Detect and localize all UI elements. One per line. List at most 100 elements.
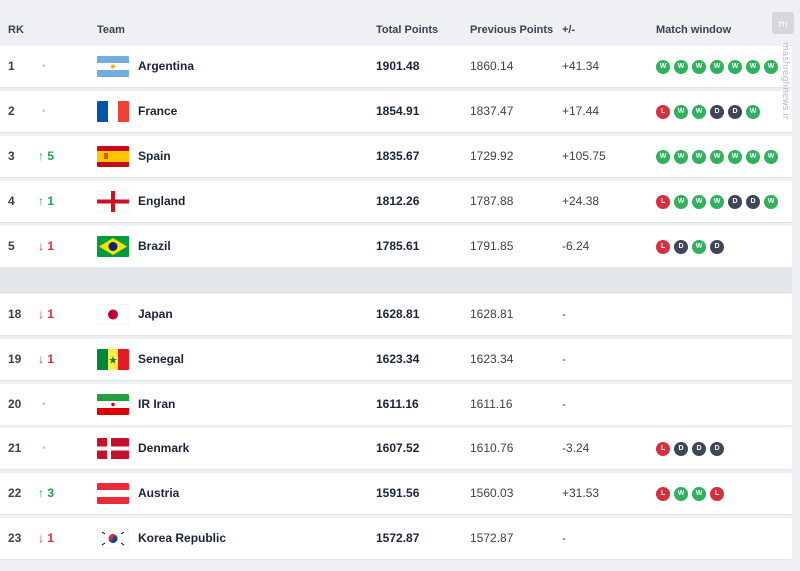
total-points: 1591.56 (376, 486, 420, 500)
team-name-link[interactable]: Senegal (138, 352, 185, 366)
previous-points: 1628.81 (470, 307, 514, 321)
table-row[interactable]: 19 ↓ 1 Senegal 1623.34 1623.34 - (0, 339, 792, 381)
team-name-link[interactable]: Korea Republic (138, 531, 227, 545)
team-name-link[interactable]: Austria (138, 486, 180, 500)
points-diff: - (562, 397, 566, 411)
match-result-badge[interactable]: D (728, 195, 742, 209)
team-name-link[interactable]: Spain (138, 149, 171, 163)
match-result-badge[interactable]: D (674, 240, 688, 254)
table-row[interactable]: 5 ↓ 1 Brazil 1785.61 1791.85 -6.24 L D W D (0, 226, 792, 268)
rank-movement: • (42, 61, 46, 72)
rank-cell: 18 (8, 307, 22, 321)
match-result-badge[interactable]: W (674, 195, 688, 209)
match-result-badge[interactable]: D (710, 442, 724, 456)
rank-cell: 1 (8, 59, 15, 73)
match-result-badge[interactable]: D (710, 240, 724, 254)
previous-points: 1611.16 (470, 397, 513, 411)
match-result-badge[interactable]: D (728, 105, 742, 119)
match-result-badge[interactable]: W (674, 60, 688, 74)
header-match-window: Match window (656, 24, 732, 36)
match-result-badge[interactable]: W (746, 105, 760, 119)
match-result-badge[interactable]: L (710, 487, 724, 501)
match-result-badge[interactable]: W (656, 150, 670, 164)
match-result-badge[interactable]: D (746, 195, 760, 209)
team-name-link[interactable]: England (138, 194, 186, 208)
match-result-badge[interactable]: L (656, 487, 670, 501)
rank-movement: ↑ 3 (38, 486, 55, 500)
points-diff: +17.44 (562, 104, 600, 118)
table-row[interactable]: 4 ↑ 1 England 1812.26 1787.88 +24.38 L W W W D D W (0, 181, 792, 223)
header-team[interactable]: Team (97, 24, 125, 36)
match-result-badge[interactable]: W (674, 105, 688, 119)
table-row[interactable]: 20 • IR Iran 1611.16 1611.16 - (0, 384, 792, 426)
table-row[interactable]: 23 ↓ 1 Korea Republic 1572.87 1572.87 - (0, 518, 792, 560)
table-row[interactable]: 22 ↑ 3 Austria 1591.56 1560.03 +31.53 L W W L (0, 473, 792, 515)
match-result-badge[interactable]: W (692, 60, 706, 74)
points-diff: - (562, 531, 566, 545)
match-result-badge[interactable]: W (710, 60, 724, 74)
previous-points: 1623.34 (470, 352, 514, 366)
match-result-badge[interactable]: W (674, 150, 688, 164)
header-diff[interactable]: +/- (562, 24, 576, 36)
match-result-badge[interactable]: W (728, 150, 742, 164)
team-name-link[interactable]: Brazil (138, 239, 171, 253)
rank-movement: ↓ 1 (38, 239, 55, 253)
previous-points: 1837.47 (470, 104, 514, 118)
match-result-badge[interactable]: L (656, 195, 670, 209)
rank-movement: ↑ 5 (38, 149, 55, 163)
brazil-flag-icon (97, 236, 129, 257)
match-result-badge[interactable]: W (692, 240, 706, 254)
match-result-badge[interactable]: W (764, 150, 778, 164)
total-points: 1785.61 (376, 239, 420, 253)
match-result-badge[interactable]: W (656, 60, 670, 74)
match-result-badge[interactable]: W (746, 60, 760, 74)
header-previous-points[interactable]: Previous Points (470, 24, 554, 36)
match-result-badge[interactable]: L (656, 105, 670, 119)
match-result-badge[interactable]: D (692, 442, 706, 456)
points-diff: +41.34 (562, 59, 600, 73)
match-result-badge[interactable]: W (710, 195, 724, 209)
rank-movement: ↓ 1 (38, 531, 55, 545)
match-result-badge[interactable]: W (692, 150, 706, 164)
match-result-badge[interactable]: D (674, 442, 688, 456)
table-row[interactable]: 3 ↑ 5 Spain 1835.67 1729.92 +105.75 W W W W W W W (0, 136, 792, 178)
match-result-badge[interactable]: W (710, 150, 724, 164)
match-result-badge[interactable]: W (692, 487, 706, 501)
match-result-badge[interactable]: W (746, 150, 760, 164)
team-name-link[interactable]: IR Iran (138, 397, 176, 411)
points-diff: +31.53 (562, 486, 600, 500)
match-result-badge[interactable]: D (710, 105, 724, 119)
table-row[interactable]: 21 • Denmark 1607.52 1610.76 -3.24 L D D D (0, 428, 792, 470)
rank-movement: • (42, 443, 46, 454)
match-result-badge[interactable]: W (692, 195, 706, 209)
team-name-link[interactable]: Denmark (138, 441, 190, 455)
match-result-badge[interactable]: L (656, 442, 670, 456)
match-result-badge[interactable]: W (764, 60, 778, 74)
match-result-badge[interactable]: L (656, 240, 670, 254)
table-row[interactable]: 18 ↓ 1 Japan 1628.81 1628.81 - (0, 294, 792, 336)
table-header: RK Team Total Points Previous Points +/-… (0, 0, 800, 44)
total-points: 1623.34 (376, 352, 420, 366)
team-name-link[interactable]: France (138, 104, 178, 118)
match-result-badge[interactable]: W (674, 487, 688, 501)
table-row[interactable]: 1 • Argentina 1901.48 1860.14 +41.34 W W W W W W W (0, 46, 792, 88)
match-result-badge[interactable]: W (728, 60, 742, 74)
table-row[interactable]: 2 • France 1854.91 1837.47 +17.44 L W W D D W (0, 91, 792, 133)
points-diff: -3.24 (562, 441, 590, 455)
korea-flag-icon (97, 528, 129, 549)
rank-cell: 19 (8, 352, 22, 366)
svg-text:mashreghnews.ir: mashreghnews.ir (780, 42, 790, 120)
spain-flag-icon (97, 146, 129, 167)
points-diff: - (562, 352, 566, 366)
match-result-badge[interactable]: W (764, 195, 778, 209)
team-name-link[interactable]: Japan (138, 307, 173, 321)
match-result-badge[interactable]: W (692, 105, 706, 119)
header-total-points[interactable]: Total Points (376, 24, 439, 36)
team-name-link[interactable]: Argentina (138, 59, 195, 73)
